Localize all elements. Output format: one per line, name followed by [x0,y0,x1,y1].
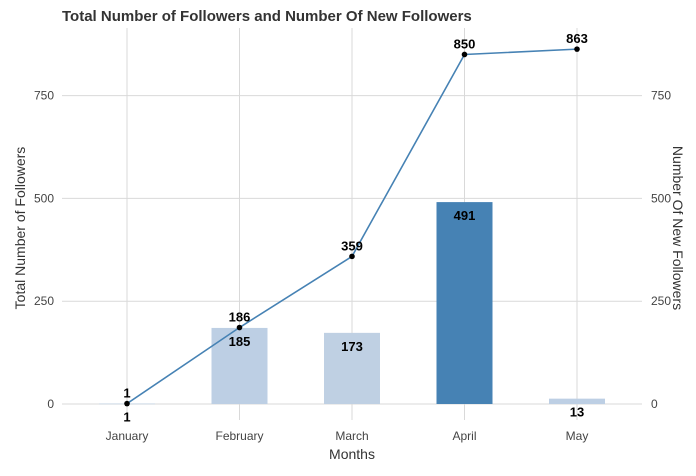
y-axis-right-title: Number Of New Followers [670,146,686,310]
x-tick-label: March [335,429,368,443]
y-tick-label-right: 0 [651,397,658,411]
x-axis-title: Months [329,446,375,462]
line-value-label: 359 [341,238,363,253]
y-tick-label-left: 750 [34,89,54,103]
bar-value-label: 185 [229,334,251,349]
x-tick-label: January [106,429,149,443]
y-tick-label-left: 500 [34,191,54,205]
y-axis-left-title: Total Number of Followers [12,147,28,310]
bar-value-label: 1 [123,410,130,425]
bar [324,332,380,404]
y-tick-label-left: 0 [47,397,54,411]
x-tick-label: April [452,429,476,443]
bar-value-label: 491 [454,208,476,223]
y-tick-label-left: 250 [34,294,54,308]
line-series [124,46,580,407]
line-point [236,324,243,331]
bar-value-label: 13 [570,405,584,420]
line-value-label: 186 [229,310,251,325]
y-tick-label-right: 750 [651,89,671,103]
axes: January February March April May [106,429,589,443]
line-point [349,253,355,260]
y-tick-label-right: 250 [651,294,671,308]
chart-title: Total Number of Followers and Number Of … [62,8,472,25]
line-point [124,400,130,407]
line-value-label: 850 [454,36,476,51]
bar [549,398,605,404]
line-point [574,46,580,52]
bar-value-label: 173 [341,339,363,354]
bar [436,202,493,404]
y-tick-label-right: 500 [651,191,671,205]
line-value-label: 1 [123,386,130,401]
x-tick-label: May [566,429,589,443]
line-point [461,51,468,58]
data-labels: 1 185 173 491 13 1 186 359 850 863 [123,31,587,424]
x-tick-label: February [215,429,263,443]
line-value-label: 863 [566,31,588,46]
